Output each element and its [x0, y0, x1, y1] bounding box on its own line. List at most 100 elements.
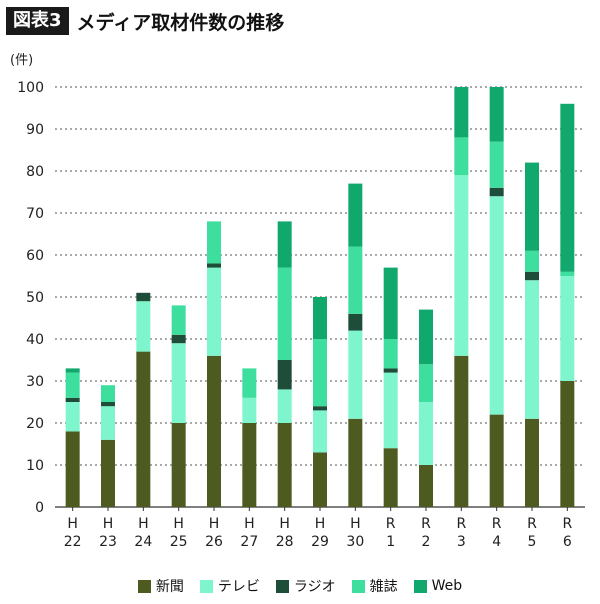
bar-segment [560, 271, 575, 276]
bar-segment [560, 276, 575, 381]
figure-header: 図表3 メディア取材件数の推移 [6, 6, 284, 36]
bar-segment [383, 339, 398, 369]
bar-segment [419, 465, 433, 507]
y-tick-label: 0 [35, 500, 44, 516]
legend-item: 新聞 [137, 576, 184, 596]
bar-segment [277, 221, 292, 268]
bar-segment [525, 418, 539, 507]
bar-segment [277, 423, 292, 507]
legend-swatch [199, 579, 213, 593]
legend-swatch [351, 579, 365, 593]
bar-segment [101, 402, 115, 407]
x-tick-label-year: 22 [64, 534, 82, 550]
bar-segment [65, 372, 80, 398]
bar-segment [383, 368, 398, 373]
x-tick-label-era: R [456, 516, 466, 532]
x-tick-label-era: H [173, 516, 184, 532]
x-tick-label-era: H [315, 516, 326, 532]
bar-segment [313, 410, 327, 453]
bar-segment [560, 381, 575, 507]
bar-segment [207, 355, 221, 507]
legend-swatch [413, 579, 427, 593]
x-tick-label-era: R [527, 516, 537, 532]
y-tick-label: 90 [26, 122, 44, 138]
x-tick-label-era: R [492, 516, 502, 532]
bar-segment [454, 87, 469, 138]
bar-segment [313, 339, 327, 407]
bar-segment [136, 351, 151, 507]
bar-segment [348, 183, 363, 247]
bar-segment [242, 423, 257, 507]
bar-segment [136, 292, 151, 302]
bar-segment [383, 448, 398, 507]
bar-segment [348, 330, 363, 419]
y-tick-label: 20 [26, 416, 44, 432]
bar-segment [383, 372, 398, 449]
bar-segment [560, 103, 575, 272]
legend-label: 雑誌 [369, 579, 398, 595]
y-axis-unit-label: (件) [10, 53, 33, 68]
bar-segment [348, 313, 363, 331]
bar-segment [207, 263, 221, 268]
legend-item: ラジオ [275, 576, 336, 596]
legend-item: 雑誌 [351, 576, 398, 596]
x-tick-label-era: R [562, 516, 572, 532]
bar-segment [171, 305, 186, 335]
bar-segment [489, 196, 504, 415]
legend-item: テレビ [199, 576, 260, 596]
chart-title: メディア取材件数の推移 [76, 11, 285, 34]
legend-label: テレビ [217, 579, 260, 595]
x-tick-label-era: R [421, 516, 431, 532]
y-tick-label: 10 [26, 458, 44, 474]
legend-swatch [137, 579, 151, 593]
bar-segment [313, 406, 327, 411]
y-tick-label: 30 [26, 374, 44, 390]
bar-segment [171, 423, 186, 507]
bar-segment [277, 267, 292, 360]
bar-segment [313, 297, 327, 339]
bar-segment [525, 250, 539, 272]
figure-number-badge: 図表3 [6, 7, 69, 35]
bar-segment [525, 271, 539, 281]
x-tick-label-year: 23 [99, 534, 117, 550]
bar-segment [136, 301, 151, 352]
legend-label: Web [431, 578, 463, 594]
y-tick-label: 50 [26, 290, 44, 306]
bar-segment [348, 418, 363, 507]
bar-segment [348, 246, 363, 314]
x-tick-label-era: H [244, 516, 255, 532]
x-tick-label-year: 30 [346, 534, 364, 550]
x-tick-label-year: 2 [422, 534, 431, 550]
y-tick-label: 60 [26, 248, 44, 264]
x-tick-label-year: 3 [457, 534, 466, 550]
y-tick-label: 80 [26, 164, 44, 180]
bar-segment [242, 397, 257, 423]
chart-legend: 新聞 テレビ ラジオ 雑誌 Web [0, 576, 600, 596]
bar-segment [489, 141, 504, 188]
bar-segment [419, 402, 433, 465]
x-tick-label-year: 5 [528, 534, 537, 550]
bar-segment [454, 137, 469, 176]
x-tick-label-era: H [209, 516, 220, 532]
bar-segment [207, 267, 221, 356]
legend-label: ラジオ [293, 579, 336, 595]
x-tick-label-year: 26 [205, 534, 223, 550]
x-tick-label-year: 6 [563, 534, 572, 550]
x-tick-label-era: R [386, 516, 396, 532]
bar-segment [277, 389, 292, 423]
legend-label: 新聞 [155, 579, 184, 595]
x-tick-label-year: 4 [492, 534, 501, 550]
bar-segment [65, 402, 80, 432]
x-tick-label-year: 27 [240, 534, 258, 550]
bar-segment [65, 431, 80, 507]
x-tick-label-era: H [279, 516, 290, 532]
bar-segment [525, 280, 539, 419]
bar-segment [454, 355, 469, 507]
x-tick-label-era: H [350, 516, 361, 532]
bar-segment [171, 343, 186, 423]
x-tick-label-year: 28 [276, 534, 294, 550]
x-tick-label-year: 29 [311, 534, 329, 550]
x-tick-label-year: 24 [134, 534, 152, 550]
bar-segment [171, 334, 186, 344]
